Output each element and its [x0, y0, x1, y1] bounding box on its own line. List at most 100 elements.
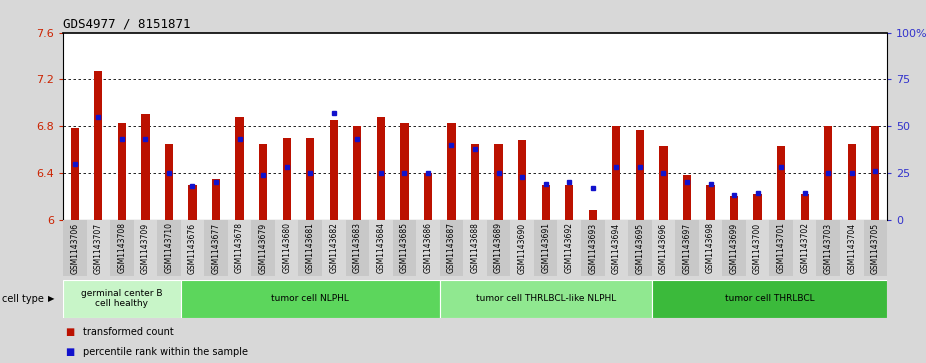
Text: GSM1143693: GSM1143693 — [588, 223, 597, 274]
Bar — [682, 175, 691, 220]
Bar — [730, 196, 738, 220]
Bar — [393, 220, 416, 276]
Bar — [636, 130, 644, 220]
Bar — [471, 144, 479, 220]
Bar — [612, 126, 620, 220]
Text: GSM1143707: GSM1143707 — [94, 223, 103, 274]
Bar — [699, 220, 722, 276]
Text: GSM1143681: GSM1143681 — [306, 223, 315, 273]
Text: GSM1143697: GSM1143697 — [682, 223, 692, 274]
Bar — [377, 117, 385, 220]
Bar — [353, 126, 361, 220]
Bar — [424, 173, 432, 220]
Text: GSM1143702: GSM1143702 — [800, 223, 809, 273]
Bar — [228, 220, 251, 276]
Bar — [589, 210, 597, 220]
Text: GSM1143685: GSM1143685 — [400, 223, 409, 273]
Text: germinal center B
cell healthy: germinal center B cell healthy — [81, 289, 163, 308]
Text: tumor cell NLPHL: tumor cell NLPHL — [271, 294, 349, 303]
Bar — [133, 220, 157, 276]
Text: GSM1143699: GSM1143699 — [730, 223, 739, 274]
Text: GSM1143677: GSM1143677 — [211, 223, 220, 274]
Bar — [542, 184, 550, 220]
Bar — [322, 220, 345, 276]
Bar — [94, 71, 103, 220]
Text: tumor cell THRLBCL-like NLPHL: tumor cell THRLBCL-like NLPHL — [476, 294, 616, 303]
Bar — [605, 220, 628, 276]
Bar — [707, 184, 715, 220]
Bar — [770, 220, 793, 276]
Text: GSM1143686: GSM1143686 — [423, 223, 432, 273]
Bar — [722, 220, 745, 276]
Bar — [212, 179, 220, 220]
Bar — [400, 123, 408, 220]
Text: GSM1143687: GSM1143687 — [447, 223, 456, 273]
Text: GSM1143679: GSM1143679 — [258, 223, 268, 274]
Bar — [847, 144, 856, 220]
Text: GSM1143710: GSM1143710 — [165, 223, 173, 273]
Text: GSM1143708: GSM1143708 — [118, 223, 126, 273]
Text: GSM1143705: GSM1143705 — [870, 223, 880, 274]
Text: GSM1143704: GSM1143704 — [847, 223, 857, 274]
Bar — [70, 129, 79, 220]
Text: GSM1143678: GSM1143678 — [235, 223, 244, 273]
Bar — [282, 138, 291, 220]
Bar — [298, 220, 322, 276]
Text: GSM1143684: GSM1143684 — [376, 223, 385, 273]
Bar — [793, 220, 817, 276]
Bar — [235, 117, 244, 220]
Bar — [345, 220, 369, 276]
Bar — [652, 220, 675, 276]
Text: GSM1143695: GSM1143695 — [635, 223, 644, 274]
Text: GSM1143692: GSM1143692 — [565, 223, 574, 273]
Bar — [118, 123, 126, 220]
Bar — [275, 220, 298, 276]
Bar — [440, 220, 463, 276]
Text: ■: ■ — [65, 327, 74, 337]
Bar — [659, 146, 668, 220]
Bar — [565, 184, 573, 220]
Text: GSM1143703: GSM1143703 — [824, 223, 832, 274]
Bar — [745, 220, 770, 276]
Bar — [330, 120, 338, 220]
Bar — [157, 220, 181, 276]
Text: GSM1143689: GSM1143689 — [494, 223, 503, 273]
Bar — [447, 123, 456, 220]
Bar — [463, 220, 487, 276]
Text: cell type: cell type — [2, 294, 44, 303]
Bar — [251, 220, 275, 276]
Text: GSM1143698: GSM1143698 — [706, 223, 715, 273]
Text: GSM1143690: GSM1143690 — [518, 223, 527, 274]
Bar — [63, 280, 181, 318]
Bar — [205, 220, 228, 276]
Text: GSM1143706: GSM1143706 — [70, 223, 80, 274]
Text: tumor cell THRLBCL: tumor cell THRLBCL — [724, 294, 814, 303]
Bar — [259, 144, 268, 220]
Bar — [142, 114, 149, 220]
Bar — [777, 146, 785, 220]
Bar — [840, 220, 864, 276]
Text: GSM1143683: GSM1143683 — [353, 223, 362, 273]
Bar — [110, 220, 133, 276]
Bar — [487, 220, 510, 276]
Bar — [369, 220, 393, 276]
Bar — [675, 220, 699, 276]
Text: GSM1143694: GSM1143694 — [612, 223, 620, 274]
Bar — [817, 220, 840, 276]
Text: GSM1143688: GSM1143688 — [470, 223, 480, 273]
Bar — [440, 280, 652, 318]
Bar — [628, 220, 652, 276]
Bar — [86, 220, 110, 276]
Bar — [652, 280, 887, 318]
Bar — [63, 220, 86, 276]
Bar — [824, 126, 832, 220]
Text: GDS4977 / 8151871: GDS4977 / 8151871 — [63, 17, 191, 30]
Text: ■: ■ — [65, 347, 74, 357]
Bar — [518, 140, 526, 220]
Text: GSM1143700: GSM1143700 — [753, 223, 762, 274]
Bar — [871, 126, 880, 220]
Bar — [581, 220, 605, 276]
Text: transformed count: transformed count — [83, 327, 174, 337]
Text: GSM1143691: GSM1143691 — [541, 223, 550, 273]
Bar — [181, 280, 440, 318]
